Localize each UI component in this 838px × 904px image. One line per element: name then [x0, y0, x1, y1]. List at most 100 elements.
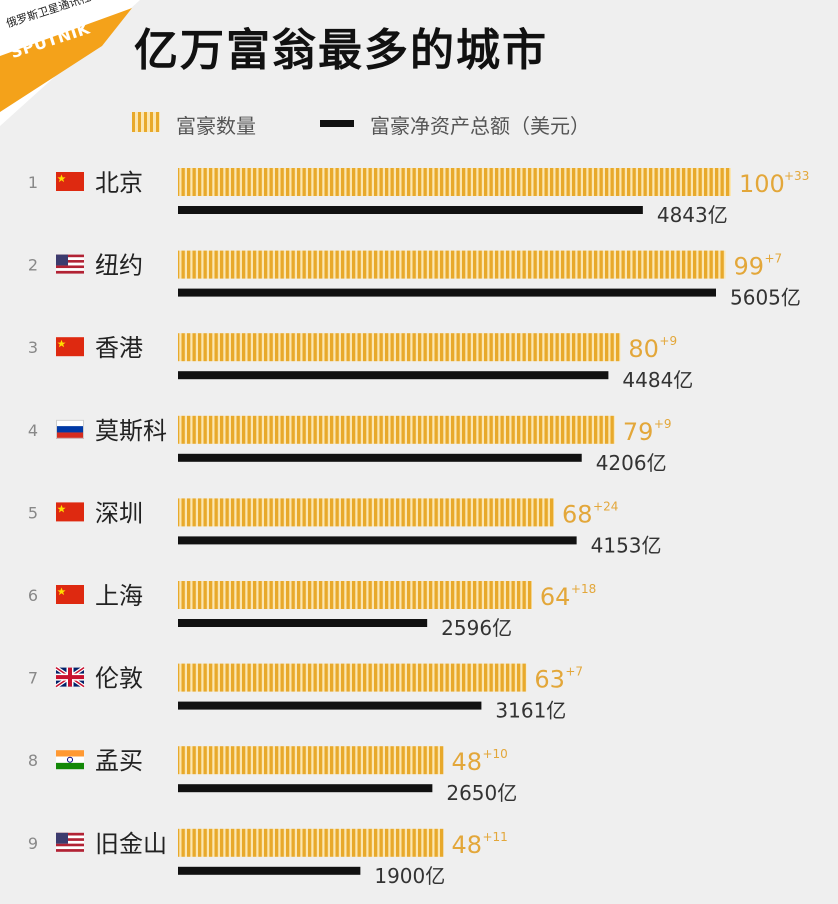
count-bar: [178, 168, 731, 196]
city-label: 旧金山: [95, 830, 167, 858]
row-2: 2 纽约 99 +7 5605亿: [28, 250, 801, 310]
flag-stripe: [56, 835, 84, 839]
legend-count-label: 富豪数量: [176, 114, 256, 138]
rank-label: 1: [28, 173, 38, 192]
worth-value-label: 4843亿: [657, 203, 728, 227]
worth-bar: [178, 206, 643, 214]
worth-bar: [178, 866, 361, 875]
flag-stripe: [56, 254, 84, 258]
row-4: 4 莫斯科 79 +9 4206亿: [28, 415, 672, 475]
row-9: 9 旧金山 48 +11 1900亿: [28, 828, 508, 888]
legend-worth-label: 富豪净资产总额（美元）: [370, 114, 590, 138]
worth-bar: [178, 288, 716, 297]
count-value-label: 63: [534, 666, 565, 694]
flag-border: [56, 419, 84, 439]
uk-flag: [54, 665, 86, 689]
flag-star: [57, 174, 66, 183]
flag-stripe: [56, 262, 84, 266]
city-label: 纽约: [95, 252, 143, 280]
count-bar: [178, 581, 532, 609]
count-value-label: 100: [739, 170, 785, 198]
city-label: 孟买: [95, 747, 143, 775]
worth-bar: [178, 536, 577, 545]
flag-field: [56, 585, 84, 604]
rank-label: 8: [28, 751, 38, 770]
count-change-label: +33: [784, 169, 809, 183]
russia-flag: [56, 419, 84, 439]
flag-field: [56, 337, 84, 357]
flag-star: [57, 339, 66, 348]
flag-stripe: [56, 846, 84, 850]
row-1: 1 北京 100 +33 4843亿: [28, 168, 809, 227]
count-bar: [178, 250, 726, 279]
city-label: 伦敦: [95, 665, 143, 693]
flag-stripe: [56, 265, 84, 269]
usa-flag: [56, 832, 84, 852]
worth-value-label: 4153亿: [591, 533, 662, 557]
worth-value-label: 2650亿: [446, 781, 517, 805]
flag-field: [56, 502, 84, 522]
count-bar: [178, 415, 615, 444]
row-5: 5 深圳 68 +24 4153亿: [28, 498, 662, 557]
worth-value-label: 4206亿: [596, 451, 667, 475]
worth-bar: [178, 784, 433, 793]
count-bar: [178, 828, 444, 857]
flag-canton: [56, 832, 68, 844]
count-change-label: +24: [593, 499, 618, 513]
city-label: 上海: [95, 582, 143, 610]
flag-stripe: [56, 268, 84, 271]
count-change-label: +7: [764, 252, 782, 266]
rank-label: 6: [28, 586, 38, 605]
row-3: 3 香港 80 +9 4484亿: [28, 333, 693, 392]
count-value-label: 48: [451, 831, 482, 859]
flag-band-red: [56, 432, 84, 439]
china-flag: [56, 585, 84, 604]
city-label: 香港: [95, 334, 143, 362]
count-change-label: +9: [654, 417, 672, 431]
india-flag: [56, 750, 84, 770]
rank-label: 4: [28, 421, 38, 440]
city-label: 莫斯科: [95, 417, 167, 445]
rank-label: 7: [28, 669, 38, 688]
flag-band-blue: [56, 426, 84, 433]
legend-swatch-black: [320, 120, 354, 127]
count-value-label: 48: [451, 748, 482, 776]
flag-field: [56, 172, 84, 191]
count-value-label: 68: [562, 500, 593, 528]
flag-band-green: [56, 762, 84, 770]
count-bar: [178, 663, 527, 692]
worth-bar: [178, 701, 482, 710]
china-flag: [56, 502, 84, 522]
worth-value-label: 2596亿: [441, 616, 512, 640]
flag-stripe: [56, 840, 84, 844]
worth-value-label: 3161亿: [495, 699, 566, 723]
china-flag: [56, 337, 84, 357]
rank-label: 2: [28, 256, 38, 275]
count-value-label: 80: [628, 335, 659, 363]
worth-value-label: 4484亿: [622, 368, 693, 392]
flag-band-white: [56, 419, 84, 427]
count-change-label: +10: [482, 747, 507, 761]
legend: 富豪数量 富豪净资产总额（美元）: [132, 108, 812, 138]
count-bar: [178, 746, 444, 775]
legend-swatch-gold: [132, 112, 160, 132]
count-change-label: +9: [659, 334, 677, 348]
city-label: 深圳: [95, 499, 143, 527]
count-change-label: +18: [571, 582, 596, 596]
worth-bar: [178, 371, 609, 380]
flag-stripe: [56, 260, 84, 263]
count-bar: [178, 498, 555, 527]
rank-label: 3: [28, 338, 38, 357]
flag-stripe: [56, 838, 84, 841]
worth-value-label: 5605亿: [730, 286, 801, 310]
flag-chakra: [67, 756, 73, 763]
flag-stripe: [56, 849, 84, 852]
count-change-label: +11: [482, 830, 507, 844]
count-bar: [178, 333, 621, 362]
row-8: 8 孟买 48 +10 2650亿: [28, 746, 517, 805]
rank-label: 9: [28, 834, 38, 853]
rank-label: 5: [28, 503, 38, 522]
flag-star: [57, 504, 66, 513]
row-6: 6 上海 64 +18 2596亿: [28, 581, 596, 640]
